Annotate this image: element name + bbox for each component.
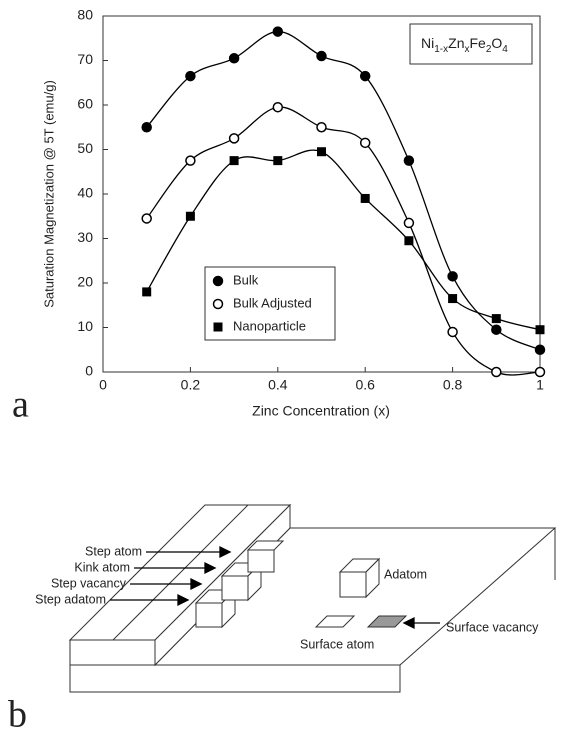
panel-label: b <box>8 694 27 733</box>
data-point <box>185 70 196 82</box>
y-tick-label: 0 <box>85 363 93 379</box>
data-point <box>404 236 414 246</box>
base-front <box>69 664 401 693</box>
data-point <box>403 155 415 166</box>
y-tick-label: 40 <box>77 185 93 201</box>
data-point <box>534 344 546 355</box>
data-point <box>316 122 327 133</box>
data-point <box>228 53 240 64</box>
y-tick-label: 80 <box>77 7 93 23</box>
step-row <box>112 504 249 641</box>
annotation-box <box>409 23 533 65</box>
legend-marker <box>213 322 223 332</box>
series-line <box>146 30 541 351</box>
x-axis-label: Zinc Concentration (x) <box>252 403 390 419</box>
annotation-part: 1-x <box>434 44 448 55</box>
y-tick-label: 20 <box>77 274 93 290</box>
series-line <box>146 149 541 331</box>
annotation-part: Ni <box>421 35 434 51</box>
diagram-label: Kink atom <box>74 560 130 574</box>
diagram-label: Step vacancy <box>51 576 127 590</box>
x-tick-label: 0.6 <box>355 377 375 393</box>
data-point <box>403 217 415 229</box>
diagram-label: Adatom <box>384 567 427 581</box>
data-point <box>141 213 152 224</box>
data-point <box>229 156 239 166</box>
data-point <box>228 133 240 144</box>
legend-label: Bulk Adjusted <box>233 295 312 310</box>
annotation-part: O <box>491 35 502 51</box>
y-tick-label: 70 <box>77 51 93 67</box>
surface-diagram: Step atom Kink atom Step vacancy Step ad… <box>35 503 557 693</box>
annotation-part: 4 <box>502 44 508 55</box>
data-point <box>491 366 502 378</box>
diagram-label: Step atom <box>85 544 142 558</box>
data-point <box>272 26 284 37</box>
annotation-part: Zn <box>448 35 464 51</box>
annotation-part: 2 <box>486 44 492 55</box>
x-tick-label: 0 <box>99 377 107 393</box>
data-point <box>273 156 283 166</box>
data-point <box>448 294 458 304</box>
step-front <box>69 639 156 666</box>
x-tick-label: 1 <box>536 377 544 393</box>
diagram-label: Step adatom <box>35 592 106 606</box>
annotation-part: x <box>464 44 469 55</box>
x-tick-label: 0.4 <box>268 377 288 393</box>
series-line <box>146 106 541 376</box>
data-point <box>491 314 501 324</box>
data-point <box>535 325 545 335</box>
y-tick-label: 10 <box>77 318 93 334</box>
legend-marker <box>212 275 224 287</box>
diagram-label: Surface vacancy <box>446 620 539 634</box>
data-point <box>185 211 195 221</box>
step-cubes <box>194 540 285 629</box>
data-point <box>317 147 326 157</box>
annotation-part: Fe <box>469 35 486 51</box>
y-axis-label: Saturation Magnetization @ 5T (emu/g) <box>41 80 56 308</box>
arrows <box>110 545 440 630</box>
data-point <box>142 287 152 297</box>
legend-marker <box>212 298 224 310</box>
data-point <box>185 155 196 166</box>
y-tick-label: 60 <box>77 96 93 112</box>
data-point <box>447 271 458 282</box>
data-point <box>272 101 284 113</box>
data-point <box>447 326 458 338</box>
adatom-cube <box>338 557 381 599</box>
x-tick-label: 0.8 <box>443 377 463 393</box>
data-point <box>359 137 371 149</box>
legend-box <box>204 266 336 341</box>
y-tick-label: 50 <box>77 140 93 156</box>
diagram-label: Surface atom <box>300 637 374 651</box>
panel-label: a <box>12 384 29 426</box>
data-point <box>360 193 370 203</box>
data-point <box>534 366 546 378</box>
legend-label: Nanoparticle <box>233 318 306 333</box>
data-point <box>491 324 502 335</box>
data-point <box>359 70 371 82</box>
data-point <box>141 122 152 133</box>
y-tick-label: 30 <box>77 229 93 245</box>
legend-label: Bulk <box>233 272 259 287</box>
surface-atom <box>314 615 356 628</box>
data-point <box>316 50 327 62</box>
annotation: Ni1-xZnxFe2O4 <box>421 35 508 55</box>
x-tick-label: 0.2 <box>181 377 201 393</box>
surface-vacancy <box>366 615 408 628</box>
